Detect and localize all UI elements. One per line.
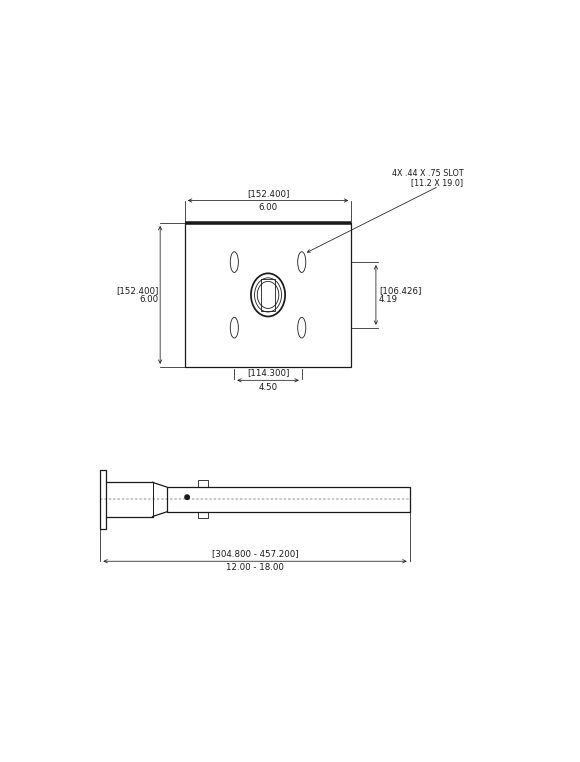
Text: [114.300]: [114.300] bbox=[247, 368, 289, 377]
Text: 12.00 - 18.00: 12.00 - 18.00 bbox=[226, 563, 284, 572]
Text: [304.800 - 457.200]: [304.800 - 457.200] bbox=[212, 549, 298, 558]
Text: [11.2 X 19.0]: [11.2 X 19.0] bbox=[411, 178, 463, 187]
Text: 6.00: 6.00 bbox=[139, 295, 158, 304]
Text: [152.400]: [152.400] bbox=[116, 286, 158, 295]
Bar bbox=[100, 470, 106, 529]
Bar bbox=[261, 279, 276, 311]
Bar bbox=[167, 487, 409, 512]
Circle shape bbox=[185, 495, 189, 499]
Text: [106.426]: [106.426] bbox=[379, 286, 422, 295]
Text: [152.400]: [152.400] bbox=[247, 189, 289, 198]
Text: 6.00: 6.00 bbox=[259, 203, 278, 212]
Bar bbox=[198, 480, 208, 487]
Text: 4.50: 4.50 bbox=[259, 383, 278, 392]
Bar bbox=[185, 223, 351, 367]
Text: 4X .44 X .75 SLOT: 4X .44 X .75 SLOT bbox=[392, 169, 463, 178]
Text: 4.19: 4.19 bbox=[379, 295, 398, 304]
Bar bbox=[198, 512, 208, 518]
